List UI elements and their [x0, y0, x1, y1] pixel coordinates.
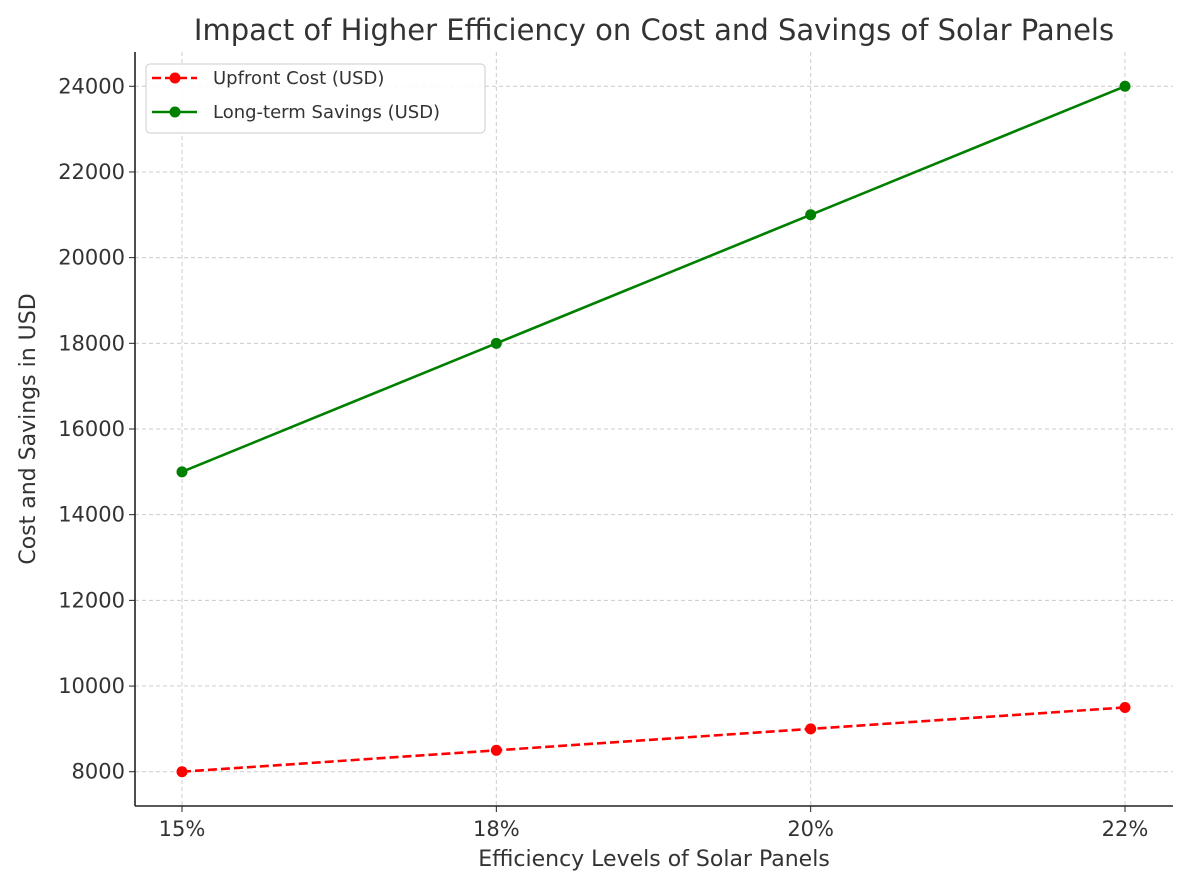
- legend-marker-0: [169, 72, 181, 84]
- y-tick-label: 18000: [58, 331, 125, 355]
- y-tick-label: 24000: [58, 74, 125, 98]
- series-group: [176, 80, 1131, 778]
- y-tick-label: 8000: [72, 760, 125, 784]
- x-tick-label: 20%: [787, 817, 834, 841]
- x-axis-label: Efficiency Levels of Solar Panels: [478, 847, 830, 872]
- legend-label: Long-term Savings (USD): [213, 102, 440, 123]
- data-point: [490, 337, 502, 349]
- data-point: [176, 466, 188, 478]
- x-tick-label: 22%: [1102, 817, 1149, 841]
- y-tick-label: 20000: [58, 246, 125, 270]
- chart-title: Impact of Higher Efficiency on Cost and …: [194, 13, 1114, 47]
- data-point: [805, 209, 817, 221]
- legend: Upfront Cost (USD) Long-term Savings (USD…: [145, 63, 486, 134]
- data-point: [805, 723, 817, 735]
- y-tick-label: 16000: [58, 417, 125, 441]
- x-tick-label: 18%: [473, 817, 520, 841]
- legend-marker-1: [169, 106, 181, 118]
- grid: [135, 52, 1173, 806]
- x-tick-label: 15%: [159, 817, 206, 841]
- y-tick-label: 10000: [58, 674, 125, 698]
- data-point: [1119, 80, 1131, 92]
- y-axis-label: Cost and Savings in USD: [16, 293, 41, 564]
- legend-label: Upfront Cost (USD): [213, 68, 384, 89]
- data-point: [490, 744, 502, 756]
- y-tick-label: 14000: [58, 503, 125, 527]
- data-point: [176, 766, 188, 778]
- y-ticks: 8000 10000 12000 14000 16000 18000 20000 22000 2…: [58, 74, 135, 784]
- x-ticks: 15% 18% 20% 22%: [159, 806, 1149, 841]
- y-tick-label: 22000: [58, 160, 125, 184]
- legend-box: [145, 63, 486, 134]
- y-tick-label: 12000: [58, 588, 125, 612]
- series-line-0: [181, 706, 1126, 774]
- data-point: [1119, 701, 1131, 713]
- series-line-1: [181, 85, 1126, 474]
